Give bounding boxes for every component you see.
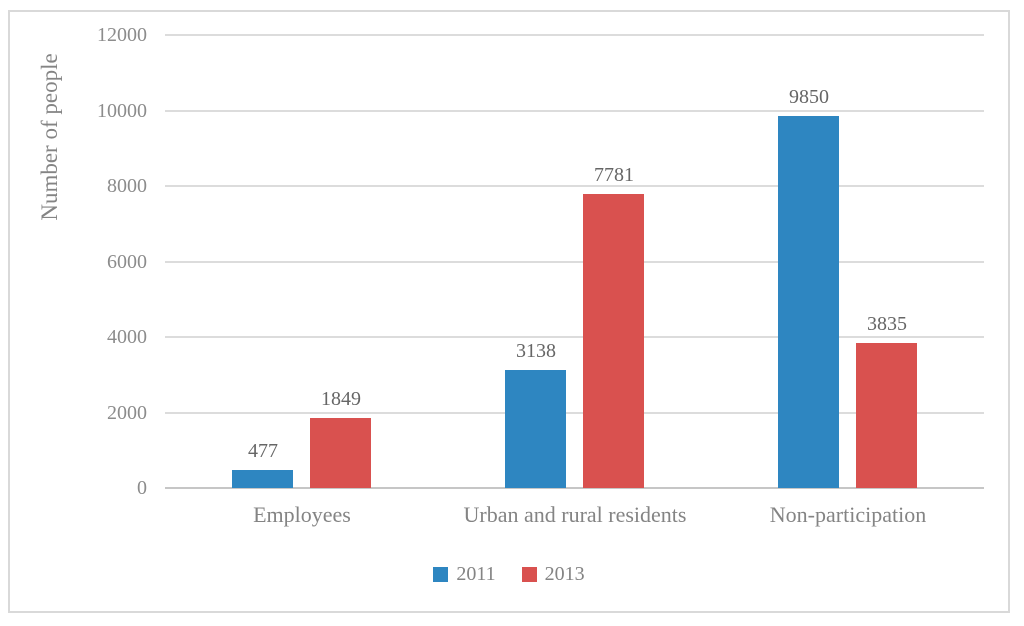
y-tick-label: 4000 xyxy=(107,326,147,348)
x-axis-line xyxy=(165,487,984,489)
legend-swatch-2011 xyxy=(433,566,449,582)
bar-2013-1 xyxy=(583,194,644,488)
x-category-label: Urban and rural residents xyxy=(463,502,687,527)
y-tick-label: 10000 xyxy=(97,100,147,122)
data-label: 3138 xyxy=(516,340,556,362)
x-category-label: Non-participation xyxy=(769,502,927,527)
gridline xyxy=(165,110,984,112)
legend-swatch-2013 xyxy=(521,566,537,582)
legend-label: 2011 xyxy=(456,562,496,585)
bar-2011-1 xyxy=(505,370,566,488)
data-label: 9850 xyxy=(789,86,829,108)
data-label: 3835 xyxy=(867,313,907,335)
y-tick-label: 6000 xyxy=(107,251,147,273)
data-label: 477 xyxy=(248,440,278,462)
y-tick-label: 2000 xyxy=(107,402,147,424)
y-tick-label: 0 xyxy=(137,477,147,499)
bar-2011-2 xyxy=(778,116,839,488)
figure-border xyxy=(8,10,1010,613)
bar-2011-0 xyxy=(232,470,293,488)
data-label: 7781 xyxy=(594,164,634,186)
legend-item-2011: 2011 xyxy=(433,562,496,586)
y-tick-label: 8000 xyxy=(107,175,147,197)
legend-item-2013: 2013 xyxy=(521,562,585,586)
gridline xyxy=(165,412,984,414)
x-category-label: Employees xyxy=(253,502,351,527)
gridline xyxy=(165,261,984,263)
gridline xyxy=(165,336,984,338)
data-label: 1849 xyxy=(321,388,361,410)
legend-label: 2013 xyxy=(544,562,585,585)
bar-2013-0 xyxy=(310,418,371,488)
legend: 2011 2013 xyxy=(8,560,1010,588)
y-tick-label: 12000 xyxy=(97,24,147,46)
bar-2013-2 xyxy=(856,343,917,488)
gridline xyxy=(165,185,984,187)
gridline xyxy=(165,34,984,36)
